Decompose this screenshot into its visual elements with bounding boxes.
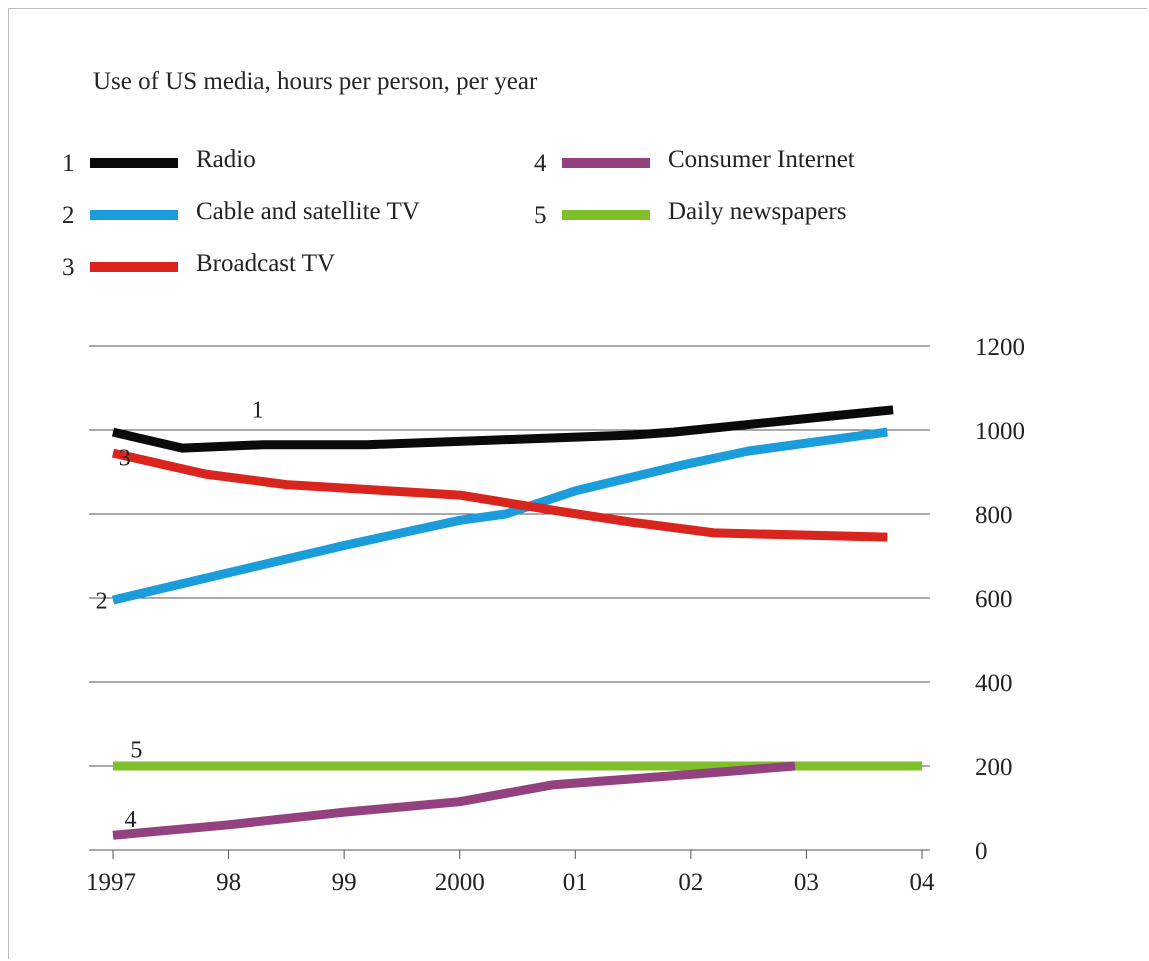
legend-label: Cable and satellite TV <box>196 198 420 225</box>
x-tick-label: 02 <box>678 869 703 896</box>
y-tick-label: 1000 <box>975 418 1025 445</box>
legend-label: Broadcast TV <box>196 250 336 277</box>
legend-number: 5 <box>534 202 547 229</box>
legend-swatch <box>90 262 178 272</box>
legend-number: 1 <box>62 150 75 177</box>
legend-swatch <box>90 210 178 220</box>
legend-number: 3 <box>62 254 75 281</box>
legend-number: 4 <box>534 150 547 177</box>
line-number-label: 2 <box>96 589 108 615</box>
series-line-radio <box>111 405 894 453</box>
x-tick-label: 03 <box>794 869 819 896</box>
y-tick-label: 400 <box>975 670 1013 697</box>
tick-marks <box>112 850 923 859</box>
legend-swatch <box>562 158 650 168</box>
x-tick-label: 98 <box>216 869 241 896</box>
y-tick-label: 600 <box>975 586 1013 613</box>
line-number-label: 4 <box>125 807 137 833</box>
line-number-label: 3 <box>119 446 131 472</box>
series-lines <box>111 405 922 840</box>
x-tick-label: 04 <box>910 869 936 896</box>
series-line-cable-and-satellite-tv <box>111 427 888 605</box>
legend-number: 2 <box>62 202 75 229</box>
x-tick-label: 1997 <box>86 869 136 896</box>
axis-labels: 0 200 400 600 800 1000 1200 1997 98 99 2000 01 02 03 0… <box>86 334 1025 896</box>
series-line-consumer-internet <box>112 761 796 840</box>
y-tick-label: 0 <box>975 838 988 865</box>
x-tick-label: 99 <box>332 869 357 896</box>
y-tick-label: 200 <box>975 754 1013 781</box>
y-tick-label: 1200 <box>975 334 1025 361</box>
line-number-label: 5 <box>130 738 142 764</box>
legend-label: Radio <box>196 146 256 173</box>
x-tick-label: 2000 <box>435 869 485 896</box>
line-number-label: 1 <box>252 397 264 423</box>
legend-label: Consumer Internet <box>668 146 855 173</box>
series-line-broadcast-tv <box>112 448 888 542</box>
legend-swatch <box>562 210 650 220</box>
x-tick-label: 01 <box>563 869 588 896</box>
y-tick-label: 800 <box>975 502 1013 529</box>
legend-swatch <box>90 158 178 168</box>
chart-title: Use of US media, hours per person, per y… <box>93 68 538 95</box>
chart-frame <box>8 8 1147 959</box>
legend-label: Daily newspapers <box>668 198 847 225</box>
